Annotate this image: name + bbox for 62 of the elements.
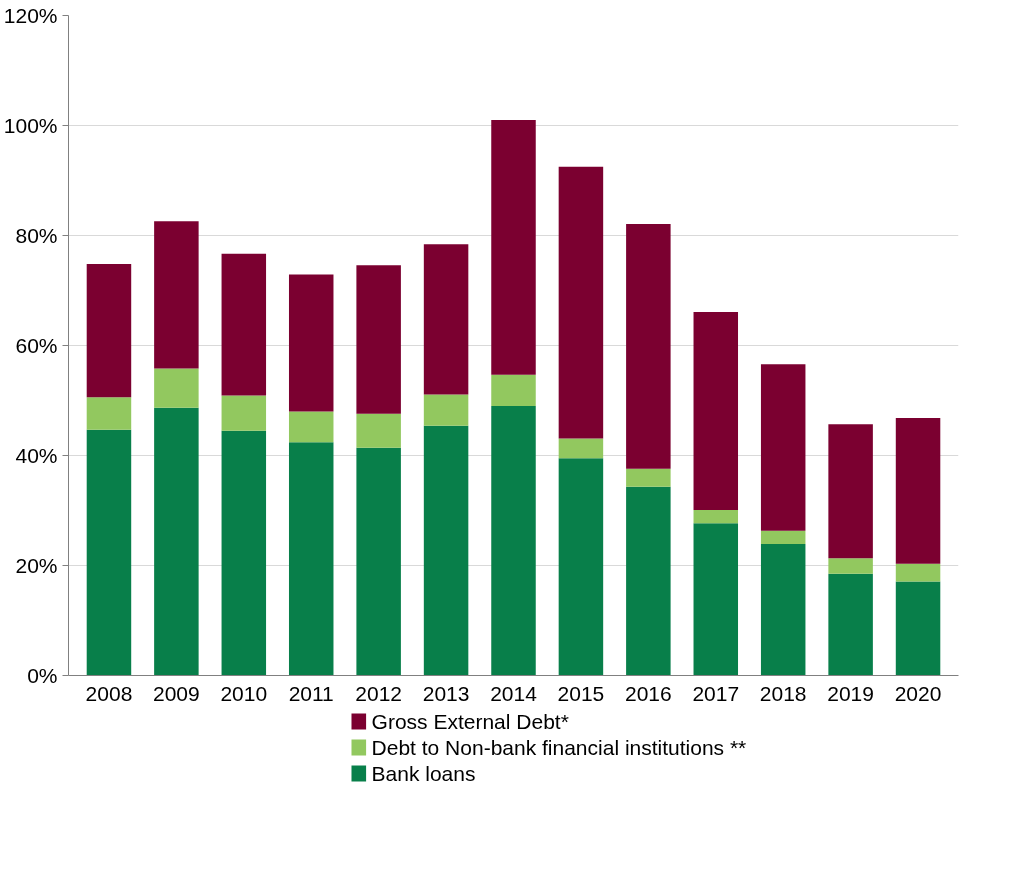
- bar: [154, 407, 199, 676]
- bar: [221, 253, 267, 396]
- x-tick-label: 2016: [624, 681, 672, 705]
- bar: [626, 468, 671, 487]
- x-tick-label: 2018: [759, 681, 807, 705]
- bar: [895, 581, 941, 676]
- bar: [760, 530, 806, 545]
- bar: [154, 221, 199, 369]
- bar: [221, 395, 267, 431]
- x-tick-label: 2015: [557, 681, 605, 705]
- bar: [423, 425, 469, 676]
- bar: [760, 364, 806, 531]
- bar: [288, 411, 334, 443]
- bar: [288, 442, 334, 676]
- x-tick-label: 2019: [827, 681, 874, 705]
- y-tick-label: 60%: [15, 334, 58, 357]
- y-tick-label: 20%: [15, 554, 58, 577]
- bar: [356, 265, 401, 414]
- bar: [288, 274, 334, 412]
- x-tick-label: 2013: [422, 681, 470, 705]
- bar: [558, 458, 604, 676]
- bar: [895, 563, 941, 582]
- legend-label: Bank loans: [371, 762, 476, 785]
- bar: [558, 438, 604, 459]
- bar: [356, 447, 401, 676]
- x-tick-label: 2010: [220, 681, 268, 705]
- x-tick-label: 2012: [355, 681, 403, 705]
- bar: [693, 311, 739, 510]
- x-tick-label: 2014: [490, 681, 538, 705]
- bar: [828, 558, 873, 574]
- bar: [423, 394, 469, 426]
- y-tick-label: 100%: [3, 114, 58, 137]
- bar: [895, 418, 941, 564]
- y-tick-label: 80%: [15, 224, 58, 247]
- bar: [626, 486, 671, 676]
- x-tick-label: 2011: [288, 681, 334, 705]
- bar: [760, 544, 806, 676]
- bar: [221, 430, 267, 676]
- bar: [356, 413, 401, 448]
- bar: [828, 424, 873, 559]
- bar: [693, 523, 739, 676]
- y-tick-label: 0%: [27, 664, 58, 687]
- bar: [154, 368, 199, 408]
- y-tick-label: 40%: [15, 444, 58, 467]
- bar: [828, 573, 873, 676]
- bar: [423, 244, 469, 395]
- bar: [86, 397, 132, 430]
- bar: [86, 429, 132, 676]
- y-tick-label: 120%: [3, 4, 58, 27]
- bar: [693, 509, 739, 524]
- bar: [626, 223, 671, 469]
- x-tick-label: 2009: [153, 681, 200, 705]
- legend-label: Gross External Debt*: [371, 710, 569, 733]
- bar: [491, 120, 536, 375]
- x-tick-label: 2017: [692, 681, 740, 705]
- bar: [86, 264, 132, 398]
- bar: [558, 166, 604, 439]
- bar: [491, 374, 536, 406]
- bar: [491, 406, 536, 676]
- x-tick-label: 2020: [894, 681, 942, 705]
- legend-label: Debt to Non-bank financial institutions **: [371, 736, 747, 759]
- x-tick-label: 2008: [85, 681, 133, 705]
